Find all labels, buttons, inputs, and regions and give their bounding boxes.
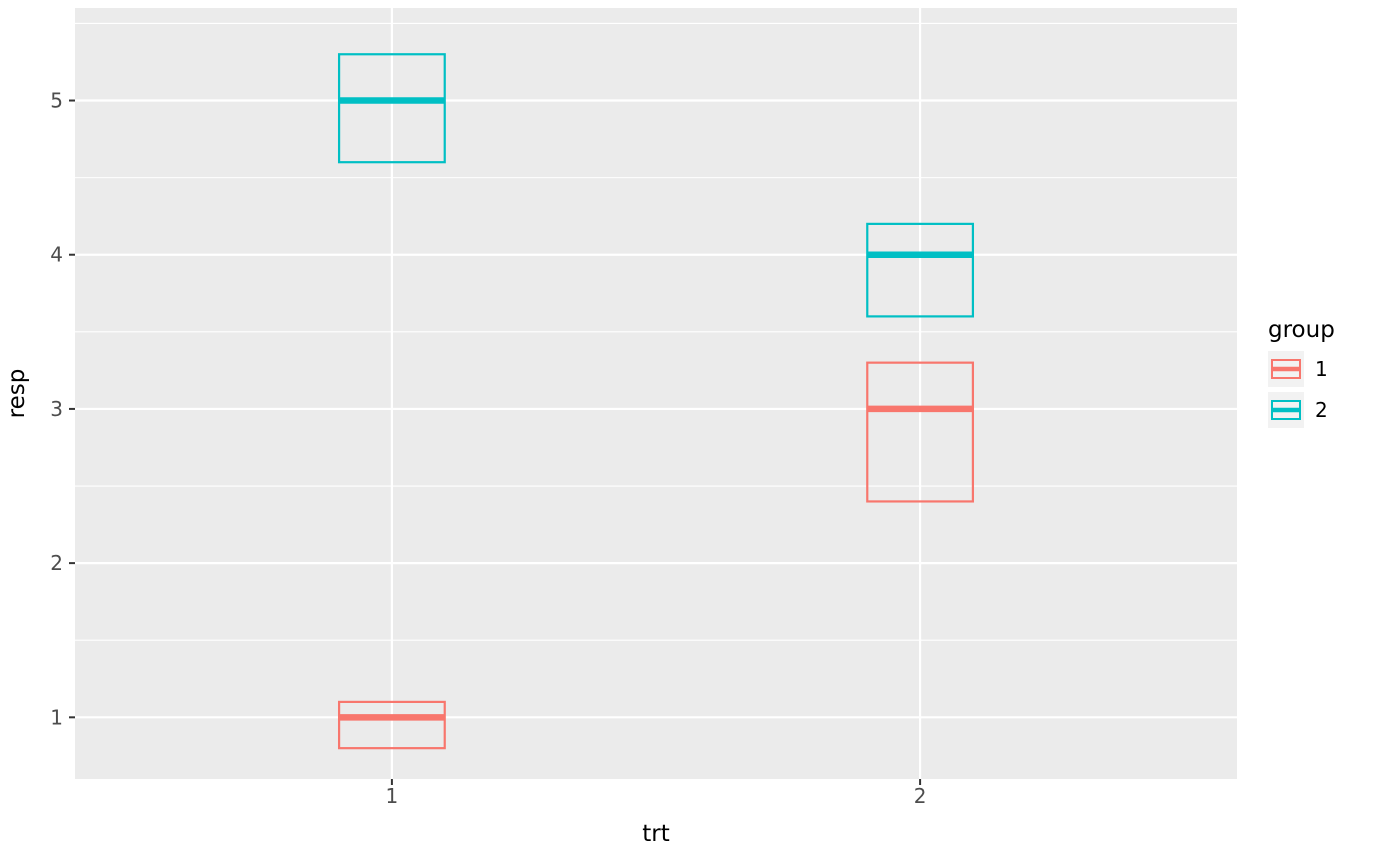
x-tick-label: 2 [914,784,927,808]
crossbar-box [866,361,975,503]
crossbar-box [337,700,446,750]
plot-panel [75,8,1237,779]
legend [1268,351,1304,428]
x-tick-label: 1 [386,784,399,808]
y-tick-label: 4 [50,243,63,267]
crossbar-box [866,222,975,318]
crossbar-box [337,53,446,164]
x-axis-title: trt [642,821,670,847]
legend-label: 2 [1315,398,1328,422]
y-tick-label: 2 [50,551,63,575]
y-tick-label: 3 [50,397,63,421]
y-tick-label: 5 [50,89,63,113]
legend-label: 1 [1315,357,1328,381]
y-axis-title: resp [4,369,30,419]
legend-title: group [1268,317,1335,343]
y-tick-label: 1 [50,705,63,729]
